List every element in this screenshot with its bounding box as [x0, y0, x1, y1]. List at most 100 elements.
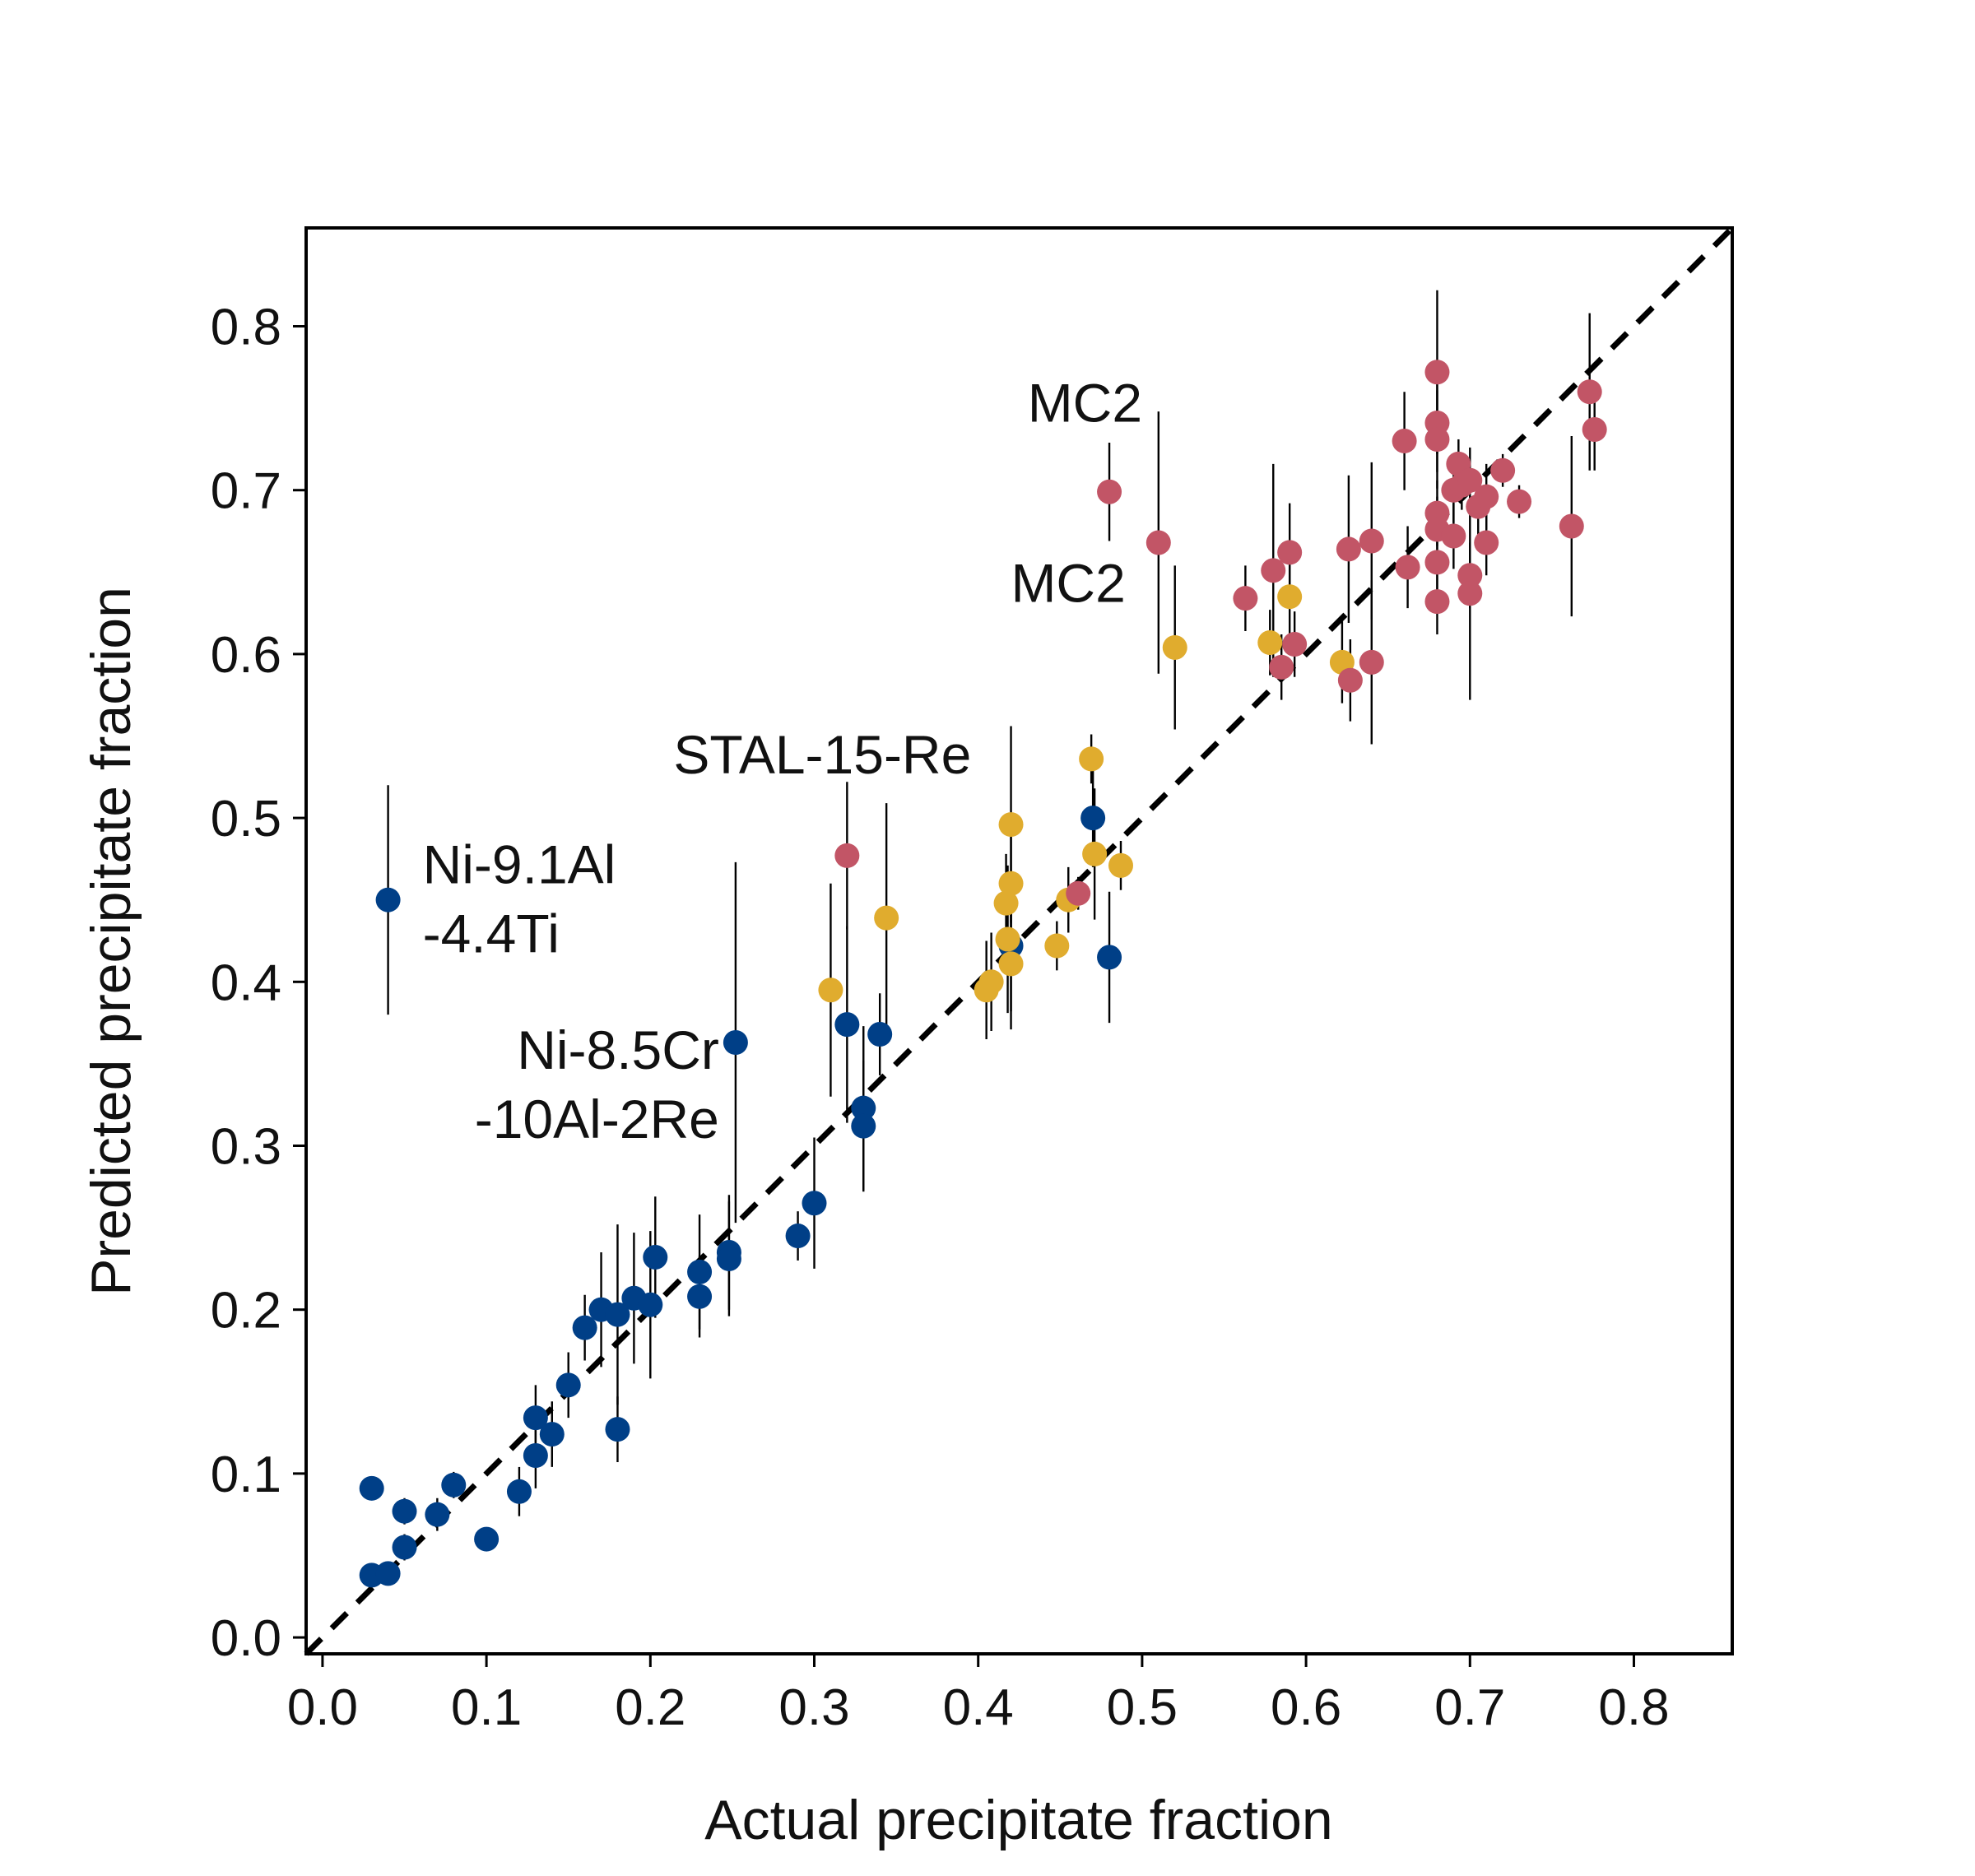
data-point: [474, 1526, 500, 1552]
annotation-label: MC2: [1028, 373, 1142, 434]
data-point: [425, 1502, 450, 1527]
data-point: [851, 1095, 876, 1121]
data-point: [1424, 550, 1450, 575]
data-point: [818, 977, 843, 1003]
data-point: [605, 1302, 630, 1327]
data-point: [978, 969, 1004, 995]
data-point: [1441, 523, 1466, 549]
data-point: [834, 1012, 860, 1038]
data-point: [375, 887, 401, 912]
data-point: [539, 1422, 565, 1447]
data-point: [392, 1535, 417, 1560]
annotation-label: STAL-15-Re: [673, 724, 971, 785]
y-tick-label: 0.2: [211, 1283, 281, 1340]
data-point: [687, 1284, 713, 1309]
data-point: [523, 1405, 548, 1431]
data-point: [1233, 586, 1258, 611]
data-point: [1079, 746, 1104, 772]
data-point: [441, 1472, 467, 1498]
data-point: [1162, 634, 1187, 660]
annotation-label: -10Al-2Re: [475, 1089, 719, 1149]
data-point: [1395, 555, 1420, 580]
data-point: [1261, 558, 1286, 583]
data-point: [867, 1022, 893, 1047]
annotation-label: MC2: [1011, 552, 1125, 613]
x-tick-label: 0.7: [1434, 1679, 1505, 1736]
data-point: [638, 1292, 663, 1317]
y-tick-label: 0.8: [211, 300, 281, 356]
data-point: [643, 1244, 668, 1270]
y-tick-label: 0.6: [211, 627, 281, 684]
data-point: [605, 1417, 630, 1442]
data-point: [555, 1372, 581, 1398]
data-point: [993, 890, 1019, 916]
data-point: [1066, 880, 1091, 906]
data-point: [998, 812, 1024, 838]
data-point: [1080, 806, 1106, 831]
data-point: [506, 1479, 532, 1504]
data-point: [1082, 841, 1108, 866]
data-point: [1424, 360, 1450, 385]
data-point: [1577, 379, 1602, 405]
x-tick-label: 0.8: [1598, 1679, 1669, 1736]
annotation-label: Ni-8.5Cr: [517, 1019, 719, 1080]
data-point: [572, 1315, 597, 1340]
x-tick-label: 0.6: [1271, 1679, 1341, 1736]
data-point: [1277, 584, 1303, 610]
plot-frame: [304, 226, 1734, 1655]
data-point: [1257, 629, 1283, 655]
data-point: [1424, 426, 1450, 452]
y-tick-label: 0.7: [211, 463, 281, 520]
plot-area: [304, 225, 1735, 1656]
data-point: [392, 1498, 417, 1524]
data-point: [716, 1246, 741, 1271]
data-point: [1474, 484, 1499, 509]
data-point: [1457, 581, 1483, 606]
data-point: [1044, 933, 1070, 959]
x-tick-label: 0.2: [615, 1679, 685, 1736]
data-point: [1337, 667, 1363, 693]
data-point: [1424, 589, 1450, 615]
data-point: [1457, 467, 1483, 493]
data-point: [874, 905, 899, 931]
x-tick-label: 0.1: [451, 1679, 522, 1736]
y-tick-label: 0.5: [211, 791, 281, 847]
x-axis-label: Actual precipitate fraction: [704, 1789, 1333, 1851]
axis-ticks: 0.0 0.1 0.2 0.3 0.4 0.5 0.6 0.7 0.8 0.0 0.1 0.2 0.3 0…: [211, 300, 1670, 1736]
data-point: [1282, 631, 1308, 657]
data-point: [1277, 540, 1303, 565]
data-point: [998, 871, 1024, 896]
data-point: [1108, 852, 1134, 878]
annotation-label: -4.4Ti: [423, 903, 560, 964]
x-tick-label: 0.3: [778, 1679, 849, 1736]
y-tick-label: 0.3: [211, 1118, 281, 1175]
data-point: [1359, 528, 1384, 554]
data-point: [1490, 457, 1516, 483]
data-point: [1097, 479, 1122, 504]
data-point: [1097, 945, 1122, 970]
data-point: [1359, 649, 1384, 675]
data-point: [375, 1561, 401, 1586]
data-point: [1457, 563, 1483, 588]
data-point: [1146, 530, 1171, 555]
x-tick-label: 0.0: [287, 1679, 358, 1736]
data-point: [834, 843, 860, 868]
data-point: [1582, 417, 1607, 443]
data-point: [995, 926, 1020, 952]
data-point: [523, 1442, 548, 1468]
y-axis-label: Predicted precipitate fraction: [80, 587, 142, 1296]
data-point: [1269, 654, 1294, 680]
annotations: MC2 MC2 STAL-15-Re Ni-9.1Al -4.4Ti Ni-8.5Cr -1…: [423, 373, 1142, 1149]
x-tick-label: 0.5: [1107, 1679, 1178, 1736]
annotation-label: Ni-9.1Al: [423, 834, 616, 895]
data-point: [1336, 536, 1361, 562]
x-tick-label: 0.4: [943, 1679, 1014, 1736]
data-point: [687, 1259, 713, 1284]
data-point: [1559, 513, 1584, 539]
data-point: [785, 1224, 811, 1249]
y-tick-label: 0.4: [211, 954, 281, 1011]
data-point: [1392, 428, 1417, 453]
data-point: [802, 1191, 827, 1216]
